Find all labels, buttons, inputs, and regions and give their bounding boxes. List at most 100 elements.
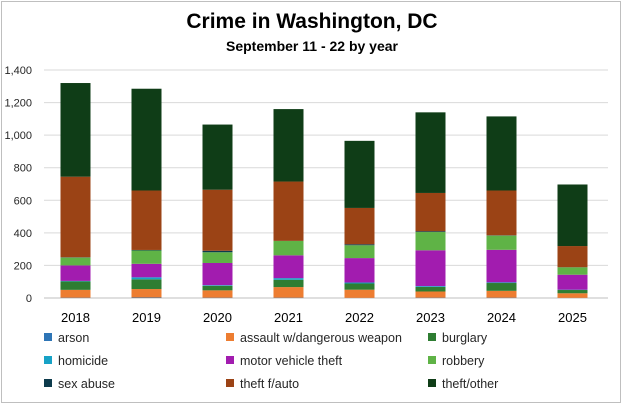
x-tick-label: 2022 (345, 310, 374, 325)
bar-segment (557, 293, 588, 298)
bar-segment (131, 250, 162, 264)
legend-label: motor vehicle theft (240, 354, 343, 368)
bar-segment (131, 88, 162, 191)
y-tick-label: 200 (14, 260, 32, 272)
bar-segment (273, 255, 304, 279)
bar-segment (415, 250, 446, 287)
y-tick-label: 600 (14, 195, 32, 207)
bar-segment (557, 290, 588, 294)
legend-swatch (226, 333, 234, 341)
gridlines (44, 69, 608, 299)
bar-segment (202, 285, 233, 286)
x-tick-label: 2020 (203, 310, 232, 325)
bar-segment (60, 257, 91, 266)
legend-label: sex abuse (58, 377, 115, 391)
chart-subtitle: September 11 - 22 by year (226, 38, 398, 54)
bar-segment (486, 116, 517, 191)
bar-segment (344, 289, 375, 298)
legend-swatch (428, 333, 436, 341)
bar-segment (131, 279, 162, 290)
bar-segment (344, 283, 375, 290)
x-tick-label: 2018 (61, 310, 90, 325)
bar-segment (344, 245, 375, 259)
bar-segment (415, 232, 446, 251)
bar-segment (60, 83, 91, 177)
bar-segment (202, 290, 233, 298)
bar-segment (415, 291, 446, 298)
legend-label: theft/other (442, 377, 498, 391)
legend-swatch (44, 333, 52, 341)
bar-segment (415, 112, 446, 193)
x-tick-label: 2023 (416, 310, 445, 325)
bar-segment (60, 281, 91, 290)
legend: arson assault w/dangerous weapon burglary h… (44, 331, 498, 391)
x-axis: 2018 2019 2020 2021 2022 2023 2024 2025 (61, 310, 587, 325)
bar-segment (486, 235, 517, 250)
bar-segment (415, 192, 446, 232)
bar-segment (273, 287, 304, 298)
bar-segment (486, 282, 517, 284)
bar-segment (131, 190, 162, 250)
legend-swatch (428, 356, 436, 364)
bar-segment (486, 283, 517, 291)
bar-segment (202, 124, 233, 190)
bar-segment (202, 285, 233, 291)
y-tick-label: 1,400 (4, 65, 32, 77)
bar-segment (344, 282, 375, 284)
bar-segment (557, 267, 588, 275)
x-tick-label: 2021 (274, 310, 303, 325)
bar-segment (60, 176, 91, 258)
bar-segment (131, 263, 162, 278)
bar-segment (486, 190, 517, 236)
legend-label: homicide (58, 354, 108, 368)
bar-segment (273, 181, 304, 241)
bar-segment (273, 241, 304, 256)
legend-label: theft f/auto (240, 377, 299, 391)
bar-segment (131, 277, 162, 280)
bar-segment (415, 231, 446, 233)
bar-segment (344, 140, 375, 208)
x-tick-label: 2019 (132, 310, 161, 325)
legend-swatch (226, 356, 234, 364)
bar-segment (273, 109, 304, 182)
legend-label: robbery (442, 354, 485, 368)
bar-segment (415, 286, 446, 287)
legend-swatch (44, 356, 52, 364)
bar-segment (344, 244, 375, 246)
bars (60, 83, 588, 298)
y-tick-label: 800 (14, 163, 32, 175)
legend-label: assault w/dangerous weapon (240, 331, 402, 345)
bar-segment (486, 290, 517, 298)
bar-segment (131, 289, 162, 298)
bar-segment (557, 184, 588, 247)
bar-segment (202, 250, 233, 253)
legend-swatch (428, 379, 436, 387)
legend-label: burglary (442, 331, 488, 345)
y-tick-label: 400 (14, 228, 32, 240)
bar-segment (557, 246, 588, 268)
y-tick-label: 0 (26, 293, 32, 305)
legend-swatch (226, 379, 234, 387)
bar-segment (344, 207, 375, 245)
legend-swatch (44, 379, 52, 387)
bar-segment (202, 262, 233, 286)
bar-segment (60, 289, 91, 298)
bar-segment (273, 279, 304, 288)
y-axis: 0 200 400 600 800 1,000 1,200 1,400 (4, 65, 32, 305)
y-tick-label: 1,200 (4, 98, 32, 110)
x-tick-label: 2024 (487, 310, 516, 325)
x-tick-label: 2025 (558, 310, 587, 325)
bar-segment (557, 274, 588, 290)
legend-label: arson (58, 331, 89, 345)
y-tick-label: 1,000 (4, 130, 32, 142)
bar-segment (60, 265, 91, 281)
bar-segment (202, 252, 233, 263)
bar-segment (273, 278, 304, 280)
chart-title: Crime in Washington, DC (186, 10, 438, 33)
bar-segment (415, 286, 446, 292)
bar-segment (344, 258, 375, 283)
bar-segment (486, 249, 517, 283)
bar-segment (202, 189, 233, 251)
